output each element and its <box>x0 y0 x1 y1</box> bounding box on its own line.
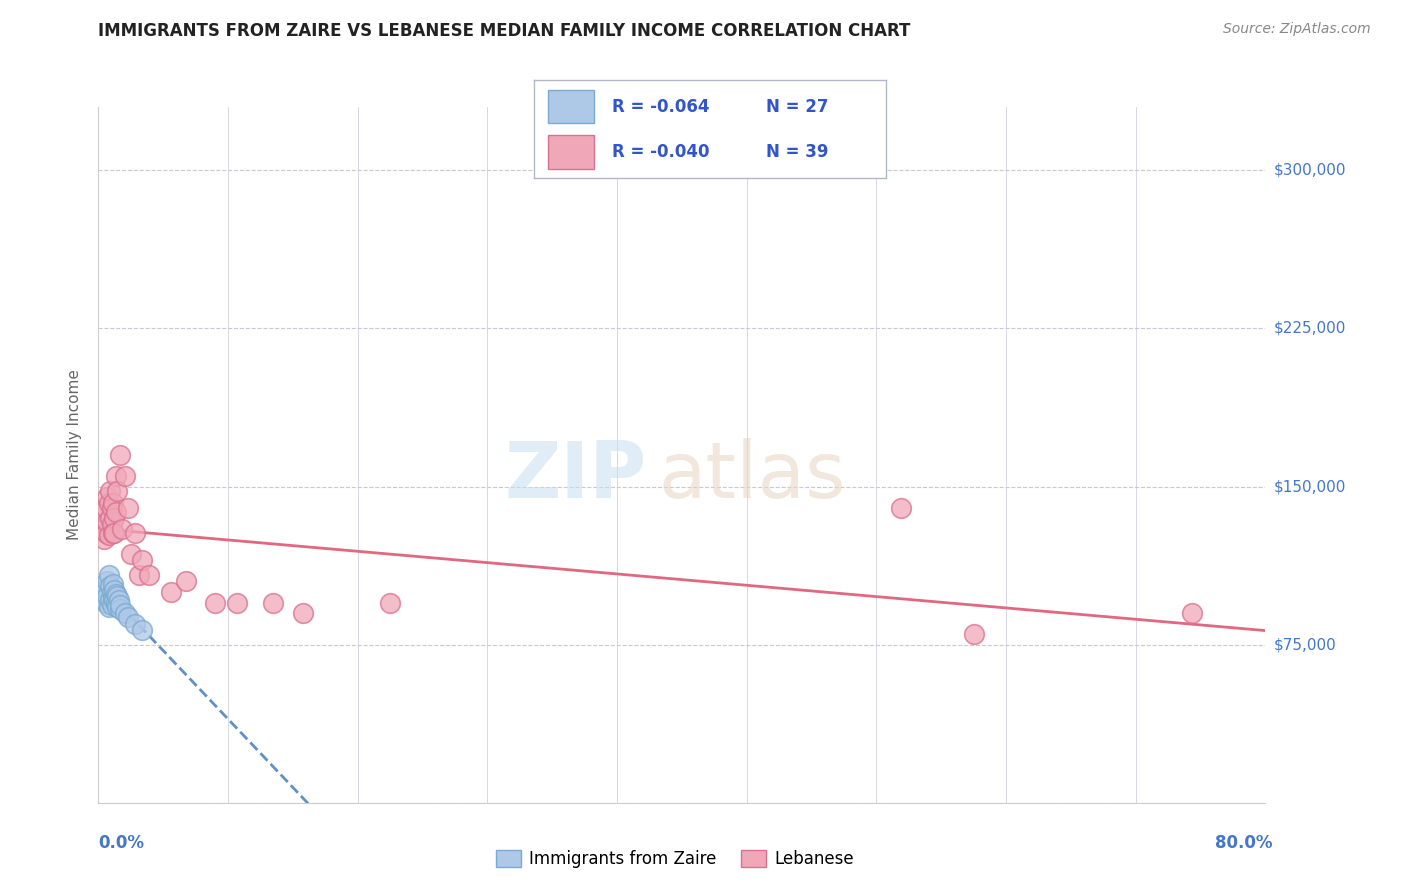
Text: 0.0%: 0.0% <box>98 834 145 852</box>
Point <box>97 568 120 582</box>
Point <box>110 598 132 612</box>
Point <box>94 525 117 540</box>
Point <box>174 574 197 589</box>
Text: $75,000: $75,000 <box>1274 637 1337 652</box>
Point <box>114 469 136 483</box>
Text: R = -0.040: R = -0.040 <box>612 143 709 161</box>
Point <box>93 533 115 547</box>
Point <box>98 483 121 498</box>
Point <box>378 595 402 609</box>
Point <box>100 598 122 612</box>
Point <box>101 576 124 591</box>
Point <box>103 511 125 525</box>
Text: Source: ZipAtlas.com: Source: ZipAtlas.com <box>1223 22 1371 37</box>
Point <box>105 599 128 614</box>
Point <box>101 591 124 606</box>
Point <box>1181 606 1204 620</box>
Point <box>96 516 118 530</box>
Point <box>93 505 115 519</box>
FancyBboxPatch shape <box>548 136 593 169</box>
Point <box>117 500 139 515</box>
Point <box>105 589 128 603</box>
Point <box>204 595 226 609</box>
Point <box>160 585 183 599</box>
Point <box>291 606 314 620</box>
Text: atlas: atlas <box>658 438 846 514</box>
Point <box>100 585 122 599</box>
Point <box>94 581 117 595</box>
Point <box>94 595 117 609</box>
Point <box>104 587 127 601</box>
Point <box>98 579 121 593</box>
Point <box>120 547 142 561</box>
Point <box>98 593 121 607</box>
Point <box>131 623 153 637</box>
Point <box>128 568 150 582</box>
Text: ZIP: ZIP <box>505 438 647 514</box>
Text: $150,000: $150,000 <box>1274 479 1346 494</box>
Point <box>131 553 153 567</box>
Point <box>93 585 115 599</box>
Point <box>96 589 118 603</box>
Point <box>91 522 114 536</box>
Point <box>110 448 132 462</box>
Point <box>97 496 120 510</box>
Point <box>101 496 124 510</box>
Point <box>104 469 127 483</box>
Point <box>101 525 124 540</box>
Point <box>100 517 122 532</box>
Point <box>98 511 121 525</box>
Point <box>103 593 125 607</box>
Point <box>97 528 120 542</box>
Point <box>108 593 131 607</box>
Point <box>124 525 146 540</box>
Y-axis label: Median Family Income: Median Family Income <box>67 369 83 541</box>
Text: $300,000: $300,000 <box>1274 163 1346 178</box>
Point <box>97 599 120 614</box>
Text: IMMIGRANTS FROM ZAIRE VS LEBANESE MEDIAN FAMILY INCOME CORRELATION CHART: IMMIGRANTS FROM ZAIRE VS LEBANESE MEDIAN… <box>98 22 911 40</box>
Point <box>104 505 127 519</box>
Point <box>124 616 146 631</box>
Point <box>103 582 125 597</box>
Point <box>262 595 284 609</box>
Point <box>104 595 127 609</box>
Text: R = -0.064: R = -0.064 <box>612 98 709 116</box>
Point <box>117 610 139 624</box>
Point <box>96 574 118 589</box>
Point <box>100 500 122 515</box>
Legend: Immigrants from Zaire, Lebanese: Immigrants from Zaire, Lebanese <box>489 843 860 875</box>
Point <box>138 568 160 582</box>
Point <box>111 522 134 536</box>
Text: 80.0%: 80.0% <box>1215 834 1272 852</box>
Point <box>96 490 118 504</box>
Text: N = 27: N = 27 <box>766 98 828 116</box>
FancyBboxPatch shape <box>548 90 593 123</box>
Point <box>114 606 136 620</box>
Text: $225,000: $225,000 <box>1274 321 1346 336</box>
Text: N = 39: N = 39 <box>766 143 828 161</box>
Point <box>103 525 125 540</box>
Point <box>890 500 912 515</box>
Point <box>94 500 117 515</box>
Point <box>110 602 132 616</box>
Point <box>91 591 114 606</box>
Point <box>105 483 128 498</box>
Point <box>226 595 249 609</box>
Point <box>962 627 984 641</box>
